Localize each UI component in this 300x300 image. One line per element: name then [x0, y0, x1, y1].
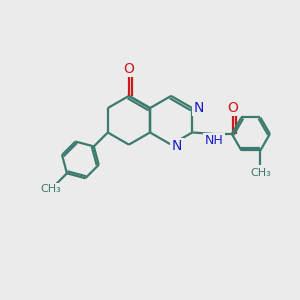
Text: O: O [227, 101, 239, 115]
Text: N: N [172, 139, 182, 153]
Text: O: O [124, 61, 134, 76]
Text: CH₃: CH₃ [250, 168, 272, 178]
Text: NH: NH [205, 134, 223, 147]
Text: CH₃: CH₃ [41, 184, 62, 194]
Text: N: N [194, 101, 204, 115]
